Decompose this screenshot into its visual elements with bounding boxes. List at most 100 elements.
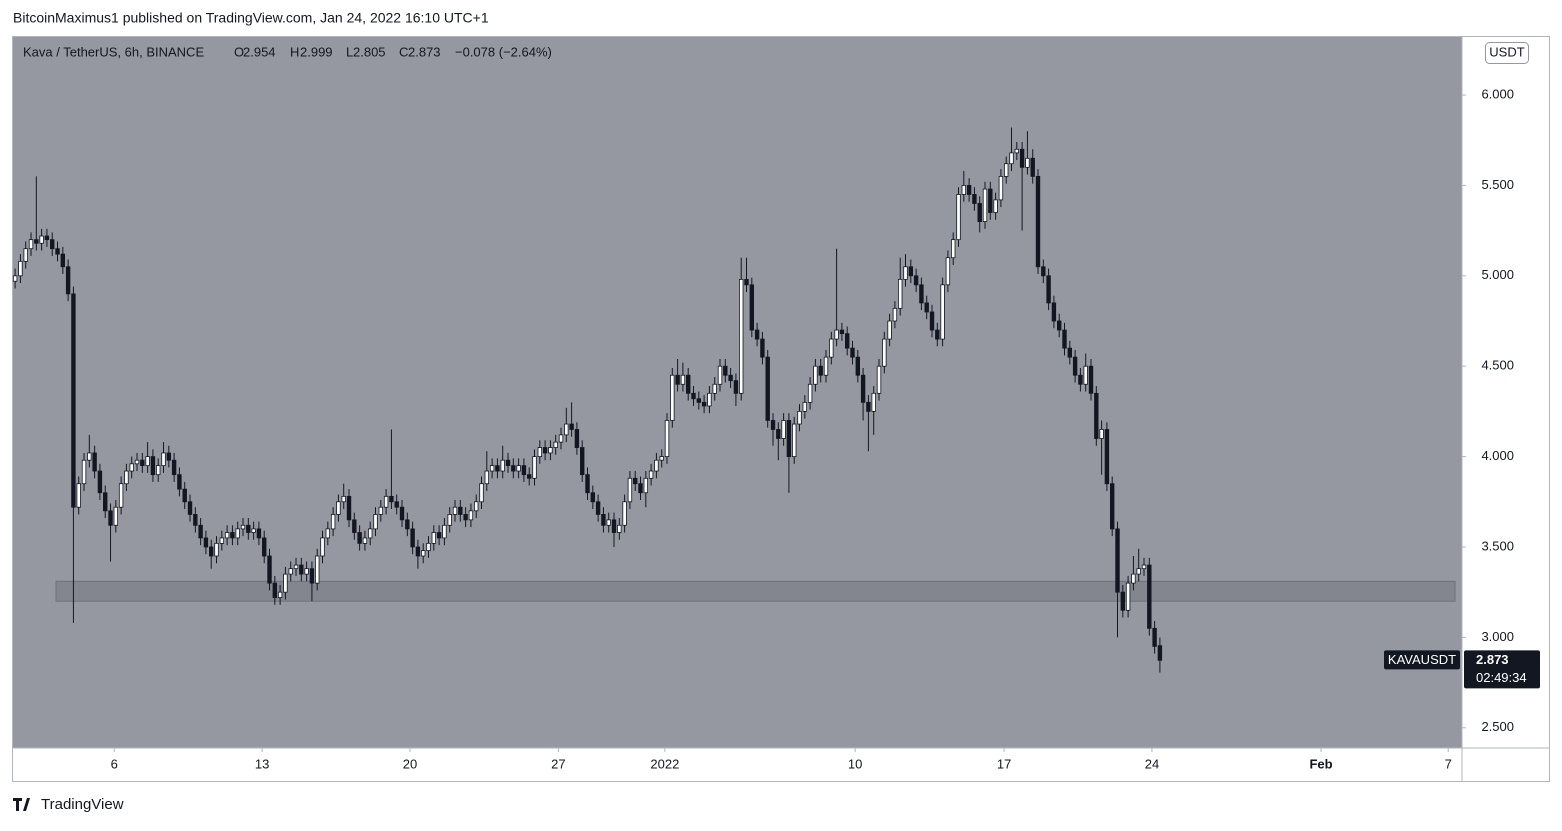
candle-body	[1152, 627, 1157, 647]
candle-body	[81, 459, 87, 485]
candle-body	[410, 528, 415, 548]
candle-body	[712, 383, 717, 394]
y-tick-label: 4.000	[1481, 448, 1514, 463]
candle-body	[378, 506, 384, 515]
candle-body	[436, 532, 442, 539]
candle-body	[998, 175, 1004, 201]
candle-body	[850, 347, 855, 358]
candle-body	[161, 452, 166, 467]
candle-body	[569, 423, 574, 430]
candle-body	[484, 470, 490, 485]
candle-body	[97, 470, 103, 494]
candle-body	[829, 338, 834, 358]
candle-body	[680, 374, 686, 385]
candle-body	[728, 374, 733, 382]
y-tick-label: 2.500	[1481, 719, 1514, 734]
candle-body	[595, 501, 601, 515]
candle-body	[203, 537, 209, 548]
candle-body	[590, 492, 596, 503]
candle-body	[691, 392, 696, 400]
candle-body	[601, 514, 606, 526]
candle-body	[887, 320, 892, 340]
candle-body	[447, 514, 452, 526]
candle-body	[913, 275, 919, 286]
candle-body	[394, 501, 399, 508]
x-tick-label: 17	[997, 756, 1011, 771]
candle-body	[44, 235, 50, 241]
candle-body	[807, 383, 813, 403]
candle-body	[654, 459, 659, 472]
candle-body	[1088, 365, 1094, 394]
ohlc-label: H	[290, 44, 299, 59]
candle-body	[818, 365, 823, 376]
x-tick-label: 27	[551, 756, 565, 771]
candle-body	[267, 555, 272, 584]
currency-button[interactable]	[1485, 42, 1529, 64]
candle-body	[1014, 148, 1020, 154]
candle-body	[166, 452, 172, 461]
candle-body	[956, 194, 961, 241]
candle-body	[882, 338, 887, 367]
candle-body	[1125, 582, 1131, 611]
candle-body	[643, 477, 649, 494]
candle-body	[781, 420, 786, 439]
candle-body	[34, 239, 39, 244]
candle-body	[92, 452, 97, 472]
candle-body	[1030, 157, 1035, 177]
candle-body	[187, 501, 193, 515]
candle-body	[1057, 320, 1062, 331]
candle-body	[1019, 148, 1025, 168]
candle-body	[309, 568, 315, 584]
candle-body	[458, 506, 463, 515]
candle-body	[1099, 429, 1104, 439]
candle-body	[1157, 645, 1163, 661]
candle-body	[871, 392, 876, 412]
candle-body	[786, 420, 792, 457]
candle-body	[988, 188, 993, 213]
candle-body	[1131, 573, 1136, 584]
candle-body	[500, 459, 505, 472]
candle-body	[1035, 175, 1041, 268]
candle-body	[1051, 302, 1057, 322]
candle-body	[214, 542, 219, 557]
candle-body	[516, 465, 521, 472]
candle-body	[1062, 329, 1067, 349]
candle-body	[256, 528, 262, 539]
candle-body	[442, 524, 447, 539]
candle-body	[140, 459, 145, 467]
candle-body	[320, 537, 325, 557]
symbol-tag-bg	[1384, 650, 1460, 670]
candle-body	[945, 257, 951, 286]
candle-body	[368, 528, 373, 539]
candle-body	[293, 564, 299, 570]
candle-body	[108, 510, 113, 526]
candle-body	[346, 495, 352, 521]
currency-label[interactable]: USDT	[1489, 44, 1524, 59]
candle-body	[739, 279, 744, 394]
candle-body	[304, 568, 309, 575]
candle-body	[362, 537, 368, 544]
candle-body	[845, 333, 850, 349]
candle-body	[495, 465, 500, 472]
candle-body	[1004, 163, 1009, 177]
candle-body	[574, 429, 580, 448]
candle-body	[341, 495, 346, 503]
candle-body	[966, 185, 972, 195]
candle-body	[219, 537, 225, 544]
tradingview-logo	[13, 798, 30, 811]
candle-body	[542, 447, 548, 454]
candle-body	[389, 495, 394, 503]
candle-body	[251, 528, 256, 533]
candle-body	[373, 514, 378, 530]
candle-body	[951, 239, 956, 259]
candle-body	[686, 374, 691, 394]
y-tick-label: 3.000	[1481, 629, 1514, 644]
candle-body	[919, 284, 924, 304]
candle-body	[209, 546, 214, 557]
candle-body	[18, 260, 23, 277]
candle-body	[1078, 374, 1083, 385]
candle-body	[452, 506, 458, 515]
candle-body	[177, 474, 182, 490]
candle-body	[908, 266, 914, 277]
